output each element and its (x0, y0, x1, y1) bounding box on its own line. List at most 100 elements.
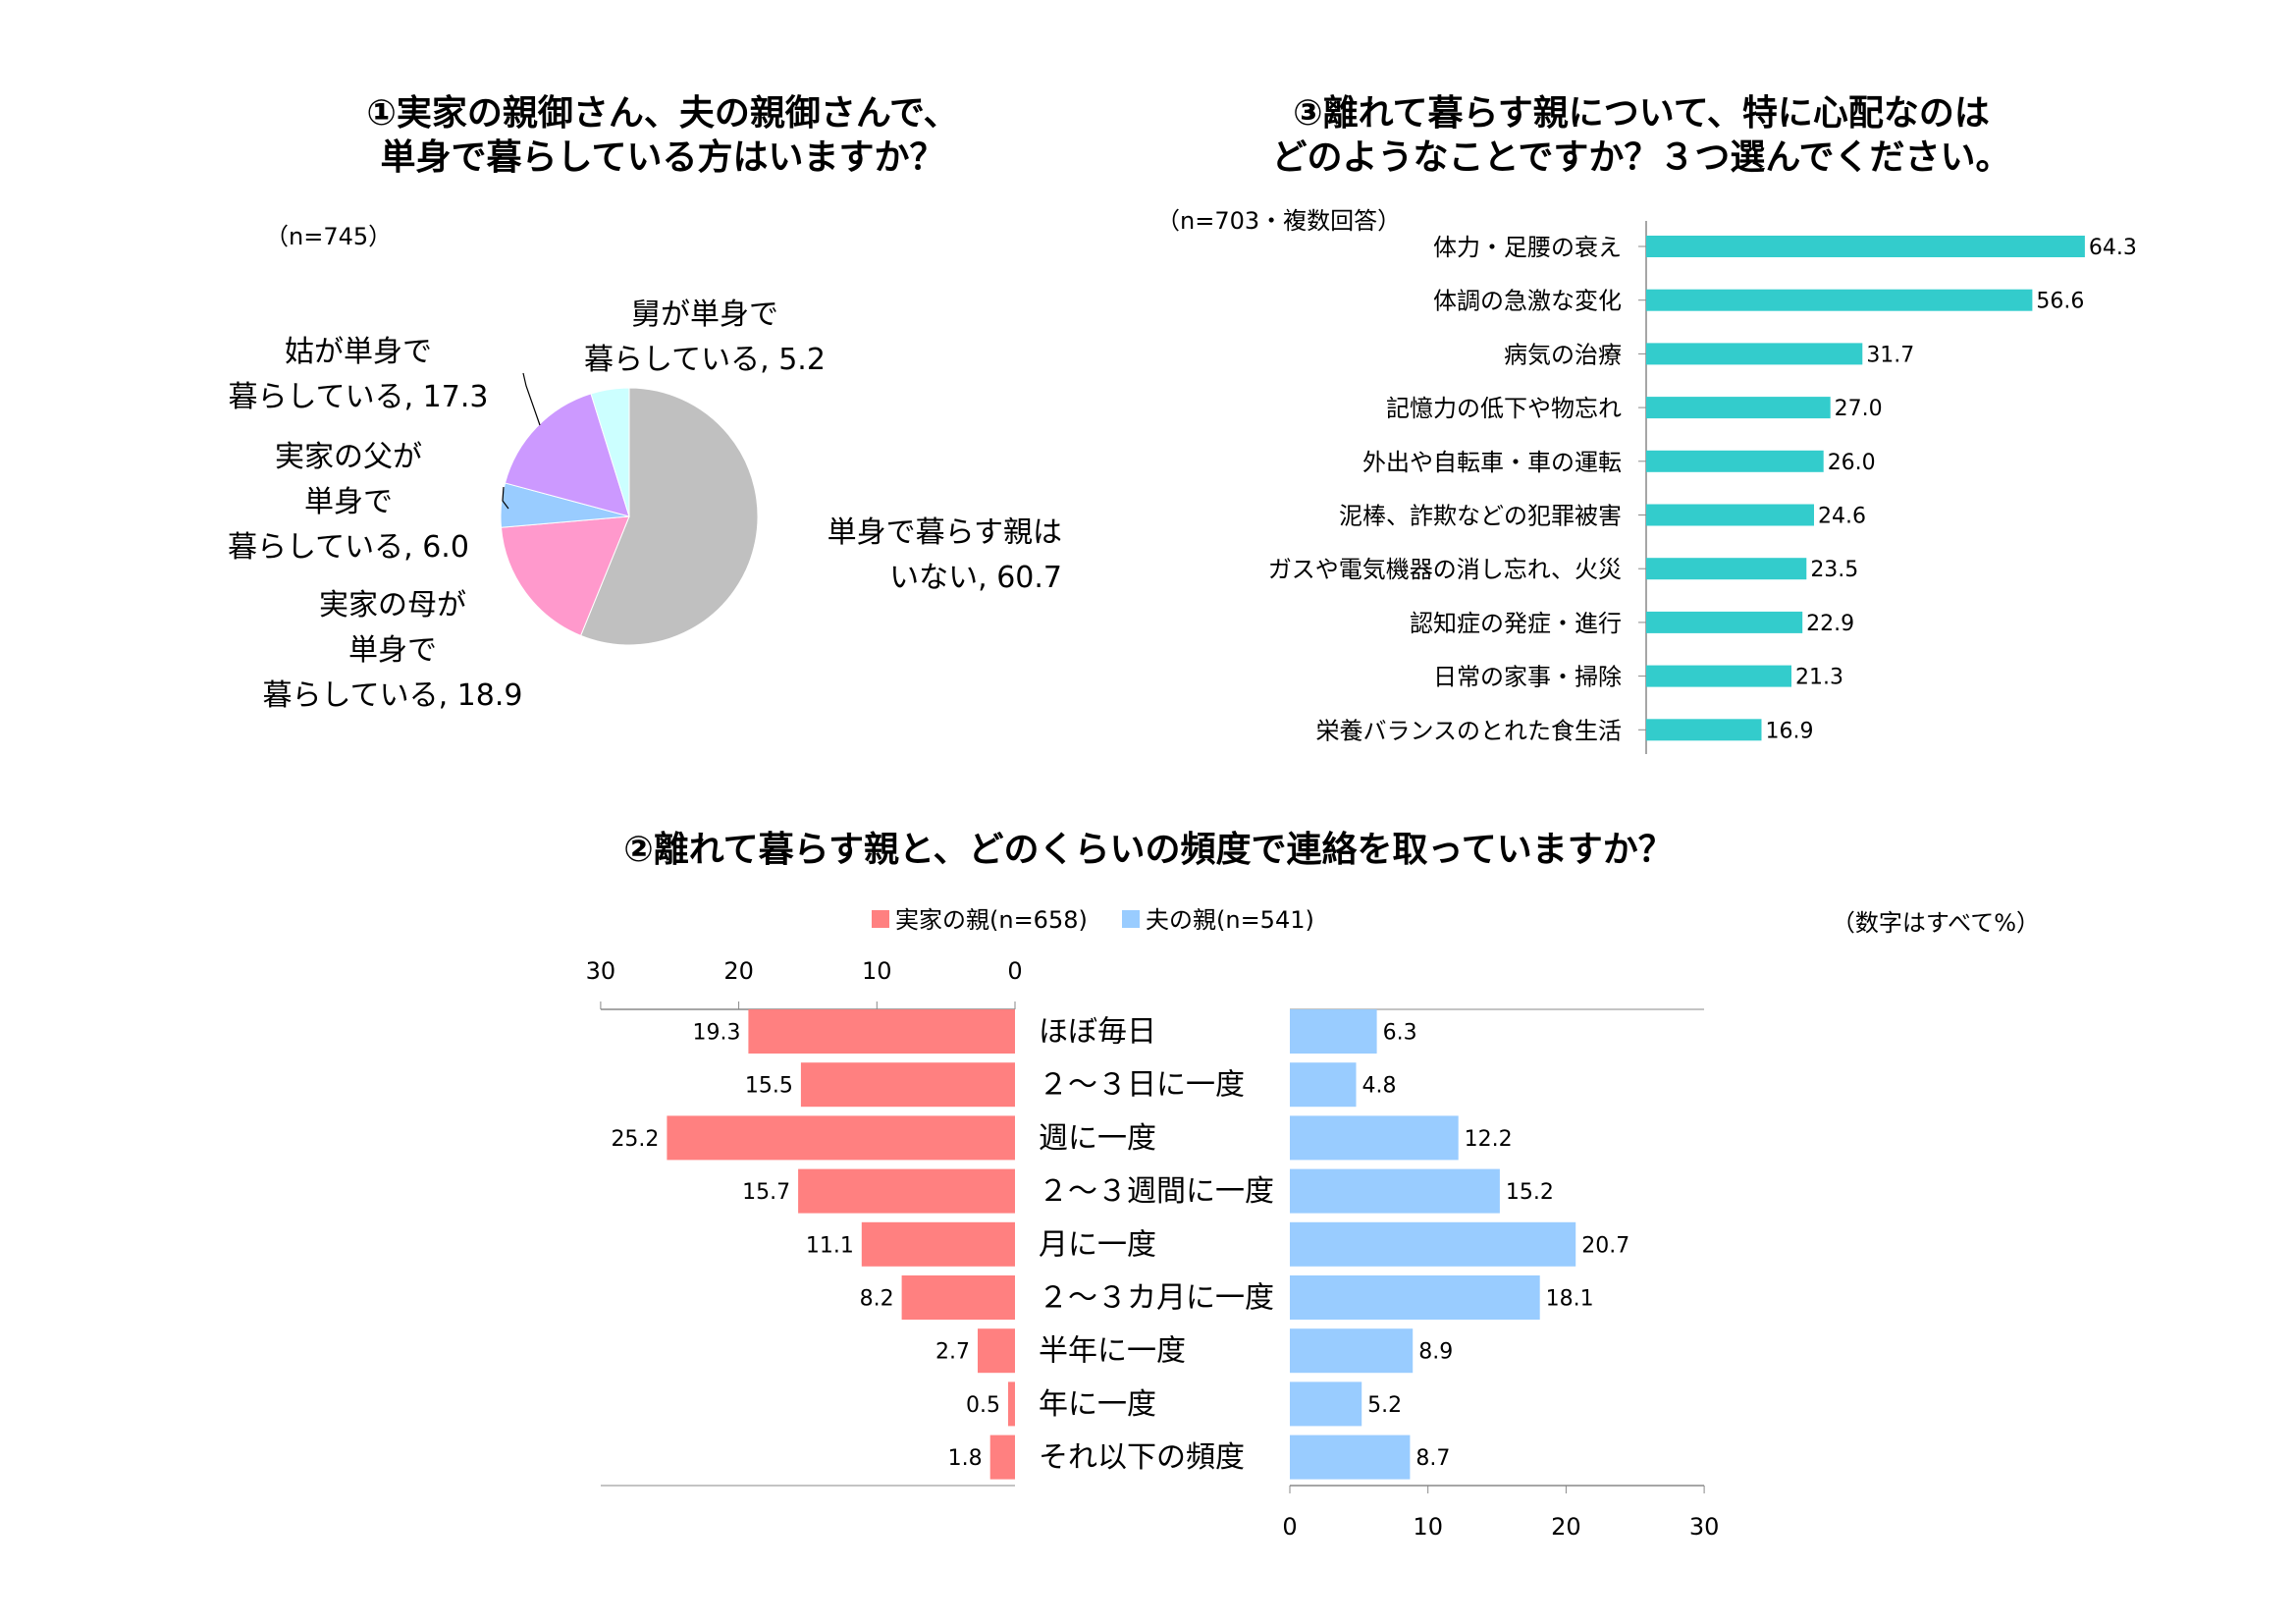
left-value-label: 1.8 (948, 1446, 983, 1471)
worry-value-label: 64.3 (2089, 236, 2137, 260)
pie-chart: ①実家の親御さん、夫の親御さんで、単身で暮らしている方はいますか？ （n=745）… (228, 93, 1062, 713)
left-value-label: 25.2 (611, 1127, 659, 1152)
left-bar (861, 1221, 1015, 1267)
left-value-label: 15.7 (742, 1180, 790, 1205)
pie-slice-label: 実家の父が (275, 440, 422, 474)
right-tick-label: 0 (1282, 1513, 1297, 1541)
worry-bar (1646, 343, 1863, 365)
right-bar (1290, 1168, 1500, 1214)
right-value-label: 15.2 (1506, 1180, 1554, 1205)
pie-slice (579, 387, 759, 646)
pie-slice (504, 393, 630, 517)
right-bar (1290, 1009, 1377, 1054)
pie-slice-label: 単身で (348, 633, 437, 668)
contact-category-label: 半年に一度 (1039, 1334, 1186, 1369)
left-value-label: 2.7 (935, 1340, 970, 1365)
right-value-label: 5.2 (1367, 1393, 1402, 1418)
pie-leader-line (522, 372, 541, 426)
pie-n-label: （n=745） (265, 223, 392, 250)
left-bar (1008, 1381, 1015, 1427)
pie-slice-label: 単身で暮らす親は (828, 515, 1062, 550)
worry-category-label: 体力・足腰の衰え (1433, 234, 1622, 261)
legend-label-series-1: 実家の親(n=658) (895, 906, 1088, 934)
worry-value-label: 26.0 (1828, 451, 1876, 475)
worry-bar (1646, 558, 1807, 580)
left-bar (798, 1168, 1015, 1214)
right-value-label: 12.2 (1465, 1127, 1513, 1152)
left-tick-label: 20 (723, 957, 754, 985)
pie-slice-label: 暮らしている, 17.3 (229, 380, 489, 414)
pie-title: 単身で暮らしている方はいますか？ (381, 137, 945, 178)
left-tick-label: 0 (1007, 957, 1022, 985)
worry-bar (1646, 504, 1814, 526)
right-bar (1290, 1381, 1362, 1427)
contact-category-label: ２～３カ月に一度 (1039, 1281, 1274, 1316)
pie-slice-label: 単身で (304, 485, 393, 519)
left-value-label: 15.5 (745, 1074, 793, 1099)
left-value-label: 8.2 (860, 1287, 894, 1312)
worry-category-label: 日常の家事・掃除 (1433, 664, 1622, 691)
worry-bar (1646, 450, 1824, 472)
worry-bar (1646, 611, 1803, 633)
contact-category-label: ２～３週間に一度 (1039, 1174, 1274, 1209)
contact-category-label: 年に一度 (1039, 1387, 1156, 1422)
left-bar (978, 1328, 1015, 1374)
worry-value-label: 24.6 (1818, 505, 1866, 529)
left-bar (667, 1115, 1015, 1161)
right-tick-label: 30 (1689, 1513, 1720, 1541)
contact-category-label: 週に一度 (1039, 1121, 1156, 1156)
worry-category-label: 体調の急激な変化 (1433, 288, 1622, 315)
legend-label-series-2: 夫の親(n=541) (1146, 906, 1314, 934)
worry-n-label: （n=703・複数回答） (1156, 207, 1401, 235)
unit-note: （数字はすべて%） (1832, 909, 2040, 937)
worry-value-label: 22.9 (1806, 612, 1854, 636)
worry-category-label: 外出や自転車・車の運転 (1362, 449, 1622, 476)
left-bar (748, 1009, 1015, 1054)
contact-category-label: ほぼ毎日 (1039, 1015, 1156, 1050)
pie-slice-label: 暮らしている, 18.9 (263, 678, 523, 713)
left-bar (800, 1062, 1015, 1108)
left-value-label: 19.3 (692, 1021, 740, 1046)
right-value-label: 8.9 (1418, 1340, 1453, 1365)
contact-title: ②離れて暮らす親と、どのくらいの頻度で連絡を取っていますか？ (623, 830, 1673, 870)
legend-swatch-series-2 (1122, 910, 1140, 928)
right-bar (1290, 1328, 1414, 1374)
right-bar (1290, 1115, 1459, 1161)
worry-category-label: ガスや電気機器の消し忘れ、火災 (1268, 556, 1622, 583)
left-bar (989, 1435, 1015, 1480)
left-value-label: 0.5 (966, 1393, 1000, 1418)
worry-value-label: 27.0 (1835, 397, 1883, 421)
right-value-label: 20.7 (1581, 1233, 1629, 1258)
right-value-label: 8.7 (1415, 1446, 1450, 1471)
legend-swatch-series-1 (872, 910, 889, 928)
right-bar (1290, 1062, 1357, 1108)
worry-category-label: 泥棒、詐欺などの犯罪被害 (1339, 503, 1622, 530)
left-value-label: 11.1 (806, 1233, 854, 1258)
right-tick-label: 10 (1413, 1513, 1443, 1541)
worry-value-label: 56.6 (2036, 290, 2084, 314)
worry-value-label: 16.9 (1765, 719, 1813, 743)
right-tick-label: 20 (1551, 1513, 1581, 1541)
pie-slice (590, 387, 630, 517)
right-bar (1290, 1221, 1576, 1267)
contact-category-label: それ以下の頻度 (1039, 1440, 1245, 1475)
contact-frequency-chart: ②離れて暮らす親と、どのくらいの頻度で連絡を取っていますか？ （数字はすべて%） 実… (586, 830, 2040, 1541)
left-tick-label: 30 (586, 957, 616, 985)
worry-category-label: 病気の治療 (1504, 341, 1622, 368)
worry-title: どのようなことですか？３つ選んでください。 (1271, 137, 2010, 178)
worry-category-label: 記憶力の低下や物忘れ (1386, 395, 1622, 422)
left-tick-label: 10 (862, 957, 892, 985)
worry-bar (1646, 236, 2085, 257)
contact-category-label: 月に一度 (1039, 1227, 1156, 1262)
worry-category-label: 認知症の発症・進行 (1410, 610, 1622, 637)
pie-leader-line (502, 486, 509, 510)
pie-slice (500, 515, 630, 636)
pie-slice-label: 実家の母が (319, 588, 466, 623)
worry-bar-chart: ③離れて暮らす親について、特に心配なのはどのようなことですか？３つ選んでください… (1156, 93, 2137, 754)
worry-value-label: 23.5 (1810, 558, 1858, 582)
worry-value-label: 21.3 (1795, 666, 1843, 690)
pie-slice-label: 舅が単身で (631, 298, 778, 332)
right-bar (1290, 1275, 1540, 1320)
right-value-label: 18.1 (1546, 1287, 1594, 1312)
